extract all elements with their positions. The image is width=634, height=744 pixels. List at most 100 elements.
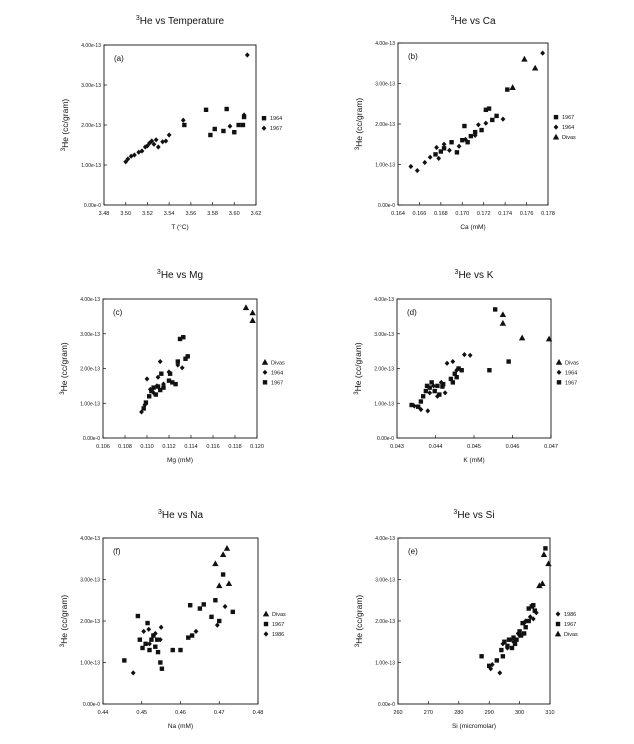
x-tick-label: 0.043: [390, 444, 404, 450]
plot-frame: [102, 537, 259, 705]
y-axis-label: 3He (cc/gram): [353, 342, 363, 395]
x-tick-label: 0.108: [118, 444, 132, 450]
legend-label: 1967: [270, 126, 282, 132]
x-tick-label: 300: [515, 710, 524, 716]
data-point: [159, 371, 164, 376]
x-tick-label: 270: [424, 710, 433, 716]
data-point: [418, 399, 424, 404]
x-tick-label: 0.045: [467, 444, 481, 450]
legend-label: 1967: [271, 380, 283, 386]
data-point: [158, 660, 163, 665]
data-point: [189, 633, 195, 638]
data-point: [166, 132, 172, 138]
data-point: [487, 663, 492, 669]
data-point: [499, 311, 507, 318]
x-tick-label: 0.44: [98, 710, 109, 716]
legend-label: 1964: [565, 370, 577, 376]
data-point: [490, 117, 495, 123]
data-point: [145, 620, 150, 626]
x-tick-label: 0.166: [413, 211, 427, 217]
data-point: [128, 153, 134, 159]
data-point: [414, 167, 420, 174]
data-point: [183, 356, 188, 361]
x-tick-label: 0.106: [96, 444, 110, 450]
data-point: [155, 384, 161, 389]
y-tick-label: 1.00e-13: [81, 163, 101, 169]
data-point: [151, 385, 156, 390]
data-point: [526, 606, 531, 611]
y-axis-label: 3He (cc/gram): [60, 99, 70, 152]
data-point: [532, 608, 537, 613]
data-point: [530, 616, 536, 622]
data-point: [151, 633, 156, 638]
x-tick-label: 0.047: [544, 444, 558, 450]
panel-label: (e): [408, 547, 418, 556]
data-point: [149, 637, 154, 642]
data-point: [545, 335, 553, 342]
data-point: [222, 603, 228, 610]
data-point: [249, 317, 256, 323]
legend-label: 1986: [564, 612, 576, 618]
data-point: [472, 129, 478, 135]
data-point: [140, 645, 145, 651]
legend-label: 1986: [272, 632, 284, 638]
data-point: [241, 112, 247, 118]
data-point: [456, 143, 462, 149]
data-point: [159, 666, 165, 671]
y-tick-label: 3.00e-13: [374, 332, 394, 338]
data-point: [497, 670, 503, 676]
y-tick-label: 0.00e-0: [378, 702, 395, 708]
data-point: [227, 123, 233, 129]
data-point: [486, 106, 492, 111]
data-point: [465, 140, 470, 145]
data-point: [502, 639, 507, 644]
data-point: [149, 388, 154, 394]
title-superscript: 3: [136, 15, 140, 22]
plot-frame: [396, 298, 552, 439]
legend-marker: [556, 369, 562, 375]
data-point: [418, 406, 424, 413]
title-superscript: 3: [158, 509, 162, 516]
data-point: [151, 141, 157, 147]
legend-marker: [262, 610, 270, 617]
data-point: [249, 309, 256, 316]
data-point: [514, 637, 519, 642]
data-point: [408, 163, 414, 170]
panel-title: 3He vs Si: [453, 509, 494, 521]
y-tick-label: 3.00e-13: [80, 578, 100, 584]
ylabel-text: He (cc/gram): [354, 98, 364, 147]
panel-label: (b): [408, 52, 418, 61]
data-point: [163, 138, 169, 144]
data-point: [483, 120, 489, 126]
data-point: [460, 138, 465, 143]
y-tick-label: 0.00e-0: [377, 436, 394, 442]
x-tick-label: 0.046: [506, 444, 520, 450]
y-tick-label: 2.00e-13: [80, 367, 100, 373]
x-tick-label: 0.118: [228, 444, 241, 450]
panel-5: 3He vs Na(f)0.44 0.45 0.46 0.47 0.480.00e-01…: [59, 509, 286, 730]
data-point: [223, 544, 231, 551]
x-tick-label: 0.112: [162, 444, 175, 450]
data-point: [224, 106, 229, 112]
x-tick-label: 0.120: [250, 444, 264, 450]
y-axis-label: 3He (cc/gram): [354, 595, 364, 648]
data-point: [139, 148, 145, 154]
ylabel-superscript: 3: [355, 146, 361, 150]
data-point: [181, 335, 186, 340]
panel-2: 3He vs Ca(b)0.164 0.166 0.168 0.170 0.172 0.1…: [354, 15, 576, 231]
data-point: [240, 122, 246, 128]
legend-marker: [261, 116, 267, 121]
data-point: [147, 641, 152, 647]
data-point: [166, 378, 172, 383]
data-point: [173, 381, 178, 387]
x-tick-label: 290: [485, 710, 494, 716]
data-point: [193, 628, 199, 634]
x-tick-label: 0.168: [434, 211, 448, 217]
data-point: [511, 635, 516, 640]
data-point: [509, 645, 515, 651]
data-point: [527, 614, 533, 620]
legend-label: Divas: [271, 360, 285, 366]
ylabel-text: He (cc/gram): [354, 595, 364, 644]
data-point: [447, 147, 452, 153]
data-point: [483, 107, 489, 113]
